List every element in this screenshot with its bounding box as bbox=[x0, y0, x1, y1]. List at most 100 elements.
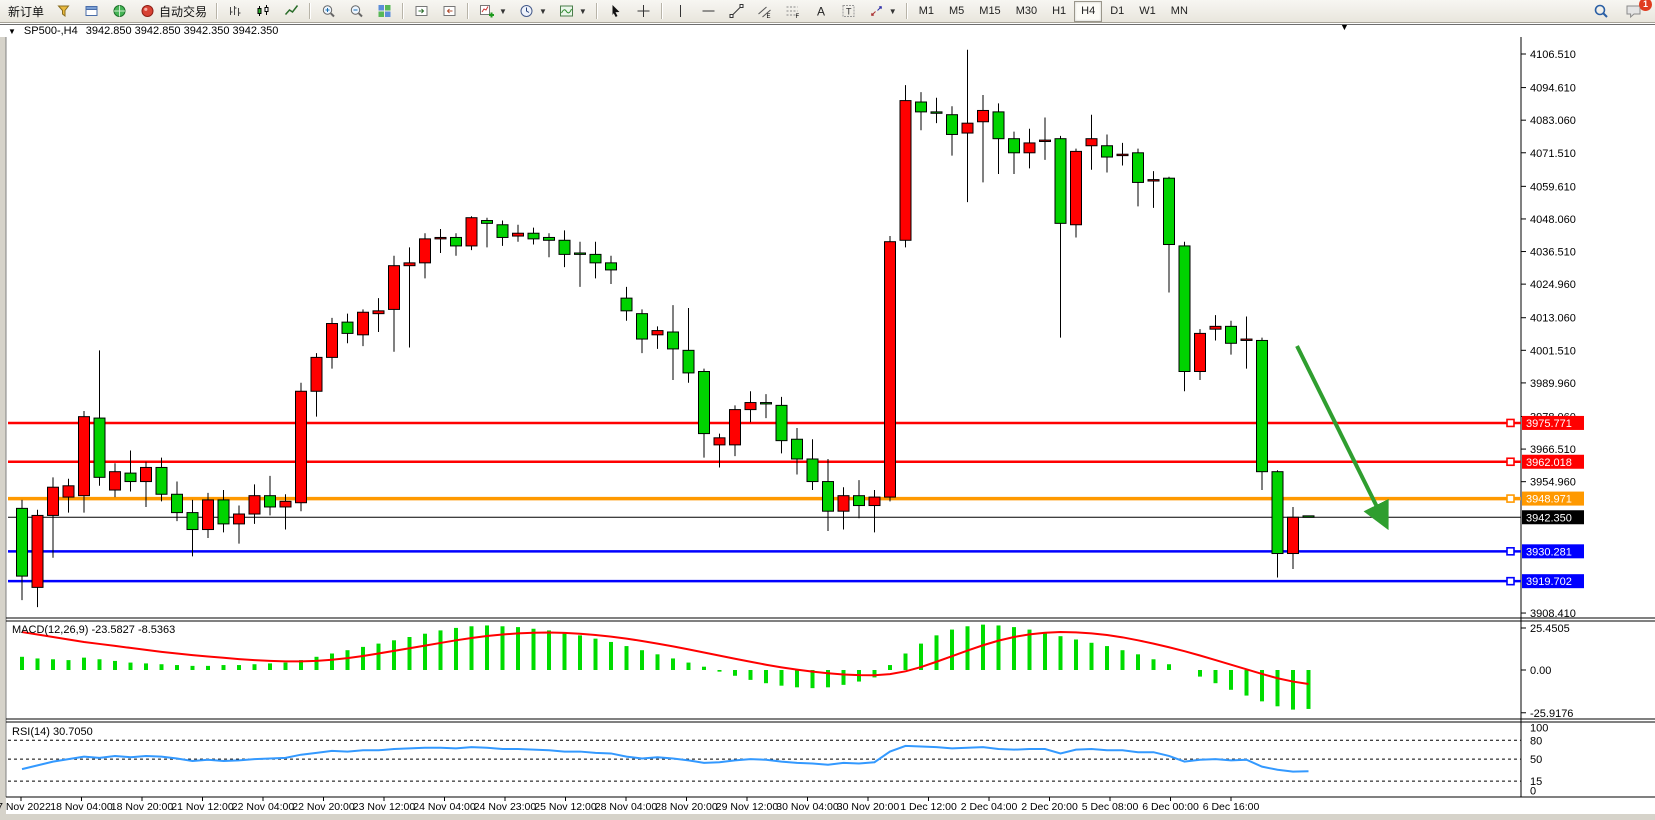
line-handle[interactable] bbox=[1506, 494, 1515, 503]
window-left-edge bbox=[0, 37, 6, 816]
timeframe-m15-label: M15 bbox=[979, 4, 1001, 17]
horizontal-line-icon[interactable] bbox=[695, 1, 722, 22]
window-menu-icon[interactable]: ▼ bbox=[8, 26, 16, 36]
time-tick-label: 6 Dec 16:00 bbox=[1203, 801, 1260, 813]
timeframe-h1-label: H1 bbox=[1052, 4, 1067, 17]
navigator-icon[interactable] bbox=[106, 1, 133, 22]
time-tick-label: 29 Nov 12:00 bbox=[716, 801, 779, 813]
indicators-dropdown-icon[interactable]: ▼ bbox=[578, 6, 587, 16]
candlestick bbox=[512, 224, 524, 242]
autotrading-button[interactable]: 自动交易 bbox=[134, 1, 212, 22]
timeframe-mn-label: MN bbox=[1170, 4, 1188, 17]
market-watch-icon[interactable] bbox=[50, 1, 77, 22]
indicators-icon[interactable]: ▼ bbox=[553, 1, 592, 22]
arrows-icon[interactable]: ▼ bbox=[863, 1, 902, 22]
candlestick bbox=[202, 492, 214, 539]
text-label-icon[interactable]: T bbox=[835, 1, 862, 22]
candlestick bbox=[403, 247, 416, 348]
macd-tick-label: 0.00 bbox=[1530, 665, 1551, 677]
timeframe-m15[interactable]: M15 bbox=[972, 1, 1007, 22]
timeframe-m1[interactable]: M1 bbox=[912, 1, 941, 22]
timeframe-mn[interactable]: MN bbox=[1164, 1, 1195, 22]
data-window-icon-glyph bbox=[83, 3, 100, 19]
tile-windows-icon[interactable] bbox=[371, 1, 398, 22]
profiles-icon[interactable]: ▼ bbox=[513, 1, 552, 22]
new-chart-icon[interactable]: ▼ bbox=[473, 1, 512, 22]
crosshair-icon[interactable] bbox=[630, 1, 657, 22]
line-handle[interactable] bbox=[1506, 457, 1515, 467]
candlestick bbox=[822, 458, 834, 531]
time-tick-label: 2 Dec 20:00 bbox=[1021, 801, 1078, 813]
candlestick bbox=[698, 368, 710, 458]
trendline-icon[interactable] bbox=[723, 1, 750, 22]
vertical-line-icon[interactable] bbox=[667, 1, 694, 22]
crosshair-icon-glyph bbox=[635, 3, 652, 19]
candlestick bbox=[1132, 148, 1144, 207]
candlestick bbox=[1054, 135, 1067, 338]
cursor-icon-glyph bbox=[607, 3, 624, 19]
candlestick-chart-icon[interactable] bbox=[250, 1, 277, 22]
price-tick-label: 4036.510 bbox=[1530, 247, 1576, 259]
fibonacci-icon-glyph: F bbox=[784, 3, 801, 19]
text-icon[interactable]: A bbox=[807, 1, 834, 22]
candlestick bbox=[667, 305, 679, 380]
profiles-dropdown-icon[interactable]: ▼ bbox=[538, 6, 547, 16]
text-icon-glyph: A bbox=[812, 3, 829, 19]
trend-arrow-annotation[interactable] bbox=[1295, 345, 1389, 531]
timeframe-w1[interactable]: W1 bbox=[1132, 1, 1163, 22]
time-tick-label: 2 Dec 04:00 bbox=[961, 801, 1018, 813]
candlestick bbox=[248, 484, 261, 524]
bar-chart-icon[interactable] bbox=[222, 1, 249, 22]
line-handle[interactable] bbox=[1506, 418, 1515, 428]
new-chart-dropdown-icon[interactable]: ▼ bbox=[499, 6, 507, 16]
timeframe-h1[interactable]: H1 bbox=[1045, 1, 1073, 22]
auto-scroll-icon[interactable] bbox=[436, 1, 463, 22]
line-handle[interactable] bbox=[1506, 547, 1515, 556]
candlestick bbox=[527, 227, 540, 245]
price-tick-label: 4071.510 bbox=[1530, 148, 1576, 160]
arrows-dropdown-icon[interactable]: ▼ bbox=[888, 6, 897, 16]
timeframe-m5[interactable]: M5 bbox=[942, 1, 971, 22]
candlestick bbox=[651, 326, 664, 349]
time-tick-label: 6 Dec 00:00 bbox=[1142, 801, 1199, 813]
candlestick bbox=[481, 217, 493, 248]
candlestick bbox=[1178, 241, 1191, 392]
line-chart-icon[interactable] bbox=[278, 1, 305, 22]
candlestick bbox=[326, 317, 338, 369]
candlestick bbox=[868, 490, 881, 533]
rsi-line bbox=[21, 744, 1309, 773]
toolbar-overflow-icon[interactable]: ▼ bbox=[1340, 22, 1349, 32]
new-order-button[interactable]: 新订单 bbox=[3, 1, 49, 22]
bar-chart-icon-glyph bbox=[227, 3, 244, 19]
equidistant-channel-icon[interactable]: E bbox=[751, 1, 778, 22]
candlestick bbox=[806, 439, 819, 491]
candlestick bbox=[279, 494, 292, 530]
macd-tick-label: -25.9176 bbox=[1530, 708, 1573, 720]
candlestick bbox=[558, 230, 571, 268]
chat-icon bbox=[1626, 5, 1641, 19]
candlestick bbox=[31, 509, 44, 608]
candlestick bbox=[899, 85, 912, 248]
timeframe-h4[interactable]: H4 bbox=[1074, 0, 1103, 22]
chat-button[interactable]: 1 bbox=[1620, 0, 1652, 22]
cursor-icon[interactable] bbox=[602, 1, 629, 22]
data-window-icon[interactable] bbox=[78, 1, 105, 22]
candlestick bbox=[930, 97, 943, 124]
search-button[interactable] bbox=[1588, 1, 1614, 22]
candlestick bbox=[744, 391, 757, 423]
timeframe-d1[interactable]: D1 bbox=[1103, 1, 1131, 22]
toolbar-separator bbox=[216, 3, 219, 19]
candlestick bbox=[574, 241, 586, 287]
price-tick-label: 3989.960 bbox=[1530, 378, 1576, 390]
zoom-in-icon[interactable] bbox=[315, 1, 342, 22]
candlestick bbox=[1302, 515, 1315, 518]
fibonacci-icon[interactable]: F bbox=[779, 1, 806, 22]
timeframe-m30[interactable]: M30 bbox=[1009, 1, 1044, 22]
svg-text:E: E bbox=[766, 14, 770, 19]
chart-shift-icon[interactable] bbox=[408, 1, 435, 22]
candlestick bbox=[341, 313, 354, 344]
line-handle[interactable] bbox=[1506, 576, 1515, 586]
zoom-out-icon[interactable] bbox=[343, 1, 370, 22]
price-tick-label: 4094.610 bbox=[1530, 83, 1576, 95]
